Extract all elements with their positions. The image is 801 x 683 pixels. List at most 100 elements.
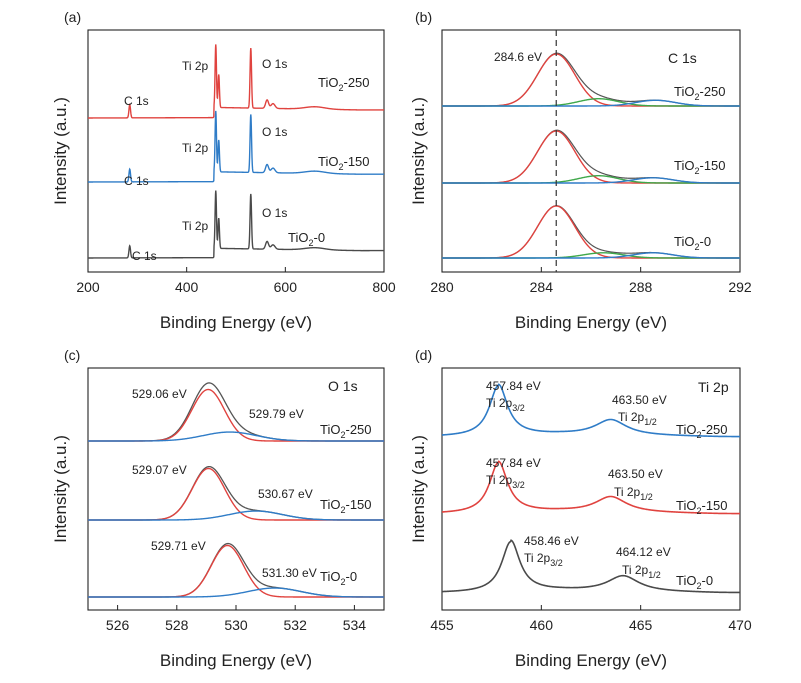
panel-a-y-axis-title: Intensity (a.u.) xyxy=(51,97,70,205)
c1s-component-288.5 xyxy=(442,177,740,184)
panel-a: (a) 200 400 600 800 Binding Energy (eV) Int… xyxy=(51,9,396,332)
panel-b-reference-label: 284.6 eV xyxy=(494,50,542,64)
panel-d-p32-value-150: 457.84 eV xyxy=(486,456,541,470)
survey-line-TiO2-150 xyxy=(88,110,384,183)
panel-d-label: (d) xyxy=(415,347,432,363)
panel-a-ti2p-label-0: Ti 2p xyxy=(182,219,209,233)
panel-a-c1s-label-150: C 1s xyxy=(124,174,149,188)
panel-a-o1s-label-150: O 1s xyxy=(262,125,287,139)
panel-d-p32-name-0: Ti 2p3/2 xyxy=(524,551,563,568)
x-tick-label: 465 xyxy=(629,617,653,633)
x-tick-label: 292 xyxy=(728,279,752,295)
panel-d-p12-value-250: 463.50 eV xyxy=(612,393,667,407)
x-tick-label: 526 xyxy=(106,617,130,633)
panel-d: (d) 455 460 465 470 Ti 2p Binding Energy (e… xyxy=(409,347,752,670)
panel-a-c1s-label-0: C 1s xyxy=(132,249,157,263)
c1s-component-288.6 xyxy=(442,99,740,107)
panel-a-series-label-0: TiO2-0 xyxy=(288,230,325,248)
panel-c-label: (c) xyxy=(64,347,80,363)
o1s-shoulder-component-TiO2-0 xyxy=(88,587,384,598)
panel-b-series-label-250: TiO2-250 xyxy=(674,84,726,102)
panel-c-title: O 1s xyxy=(328,378,358,394)
panel-b-series-label-0: TiO2-0 xyxy=(674,234,711,252)
panel-d-p12-name-0: Ti 2p1/2 xyxy=(622,563,661,580)
panel-a-spectra xyxy=(88,44,385,259)
panel-d-p32-value-250: 457.84 eV xyxy=(486,379,541,393)
x-tick-label: 528 xyxy=(165,617,189,633)
panel-a-series-label-150: TiO2-150 xyxy=(318,154,370,172)
panel-a-frame xyxy=(87,29,385,273)
x-tick-label: 532 xyxy=(284,617,308,633)
panel-b-title: C 1s xyxy=(668,50,697,66)
panel-d-x-axis-title: Binding Energy (eV) xyxy=(515,651,667,670)
panel-c-main-peak-label-0: 529.71 eV xyxy=(151,539,206,553)
panel-a-series-label-250: TiO2-250 xyxy=(318,75,370,93)
panel-d-series-label-0: TiO2-0 xyxy=(676,573,713,591)
panel-d-p12-value-0: 464.12 eV xyxy=(616,545,671,559)
x-tick-label: 460 xyxy=(530,617,554,633)
panel-c-y-axis-title: Intensity (a.u.) xyxy=(51,435,70,543)
panel-d-series-label-150: TiO2-150 xyxy=(676,498,728,516)
panel-c-series-label-250: TiO2-250 xyxy=(320,422,372,440)
x-tick-label: 800 xyxy=(372,279,396,295)
panel-b-spectra xyxy=(442,52,740,259)
panel-a-ti2p-label-150: Ti 2p xyxy=(182,141,209,155)
panel-b-series-label-150: TiO2-150 xyxy=(674,158,726,176)
panel-b-x-axis-title: Binding Energy (eV) xyxy=(515,313,667,332)
panel-c-shoulder-label-150: 530.67 eV xyxy=(258,487,313,501)
panel-c: (c) 526 528 530 532 534 O 1s Binding Energy … xyxy=(51,347,385,670)
panel-d-p32-name-250: Ti 2p3/2 xyxy=(486,396,525,413)
o1s-shoulder-component-TiO2-250 xyxy=(88,431,384,442)
panel-d-y-axis-title: Intensity (a.u.) xyxy=(409,435,428,543)
panel-d-p12-name-250: Ti 2p1/2 xyxy=(618,410,657,427)
x-tick-label: 530 xyxy=(224,617,248,633)
panel-c-shoulder-label-0: 531.30 eV xyxy=(262,566,317,580)
c1s-component-288.5 xyxy=(442,252,740,259)
x-tick-label: 600 xyxy=(274,279,298,295)
panel-b: (b) 280 284 288 292 284.6 eV C 1s Binding E… xyxy=(409,9,752,332)
ti2p-line-TiO2-150 xyxy=(441,460,740,515)
panel-d-series-label-250: TiO2-250 xyxy=(676,422,728,440)
panel-d-p12-name-150: Ti 2p1/2 xyxy=(614,485,653,502)
panel-b-frame xyxy=(441,29,741,273)
survey-line-TiO2-250 xyxy=(88,44,384,119)
panel-a-x-ticks: 200 400 600 800 xyxy=(76,267,396,295)
ti2p-line-TiO2-0 xyxy=(441,539,741,594)
panel-d-spectra xyxy=(441,383,741,594)
panel-a-x-axis-title: Binding Energy (eV) xyxy=(160,313,312,332)
panel-d-p32-value-0: 458.46 eV xyxy=(524,534,579,548)
x-tick-label: 284 xyxy=(530,279,554,295)
x-tick-label: 470 xyxy=(728,617,752,633)
ti2p-line-TiO2-250 xyxy=(441,383,740,438)
panel-b-label: (b) xyxy=(415,9,432,25)
x-tick-label: 534 xyxy=(343,617,367,633)
panel-d-title: Ti 2p xyxy=(698,379,729,395)
panel-d-p32-name-150: Ti 2p3/2 xyxy=(486,473,525,490)
x-tick-label: 455 xyxy=(430,617,454,633)
panel-c-x-ticks: 526 528 530 532 534 xyxy=(106,605,366,633)
panel-c-series-label-150: TiO2-150 xyxy=(320,497,372,515)
survey-line-TiO2-0 xyxy=(88,190,385,259)
panel-b-y-axis-title: Intensity (a.u.) xyxy=(409,97,428,205)
panel-c-series-label-0: TiO2-0 xyxy=(320,569,357,587)
panel-d-p12-value-150: 463.50 eV xyxy=(608,467,663,481)
panel-c-spectra xyxy=(88,382,384,598)
panel-c-x-axis-title: Binding Energy (eV) xyxy=(160,651,312,670)
panel-a-label: (a) xyxy=(64,9,81,25)
panel-a-c1s-label-250: C 1s xyxy=(124,94,149,108)
x-tick-label: 200 xyxy=(76,279,100,295)
x-tick-label: 288 xyxy=(629,279,653,295)
o1s-shoulder-component-TiO2-150 xyxy=(88,510,384,521)
panel-d-frame xyxy=(441,367,741,611)
panel-a-o1s-label-0: O 1s xyxy=(262,206,287,220)
panel-b-x-ticks: 280 284 288 292 xyxy=(430,267,752,295)
panel-d-x-ticks: 455 460 465 470 xyxy=(430,605,752,633)
x-tick-label: 400 xyxy=(175,279,199,295)
panel-a-ti2p-label-250: Ti 2p xyxy=(182,59,209,73)
x-tick-label: 280 xyxy=(430,279,454,295)
panel-a-o1s-label-250: O 1s xyxy=(262,57,287,71)
panel-c-main-peak-label-250: 529.06 eV xyxy=(132,387,187,401)
panel-c-main-peak-label-150: 529.07 eV xyxy=(132,463,187,477)
panel-c-shoulder-label-250: 529.79 eV xyxy=(249,407,304,421)
